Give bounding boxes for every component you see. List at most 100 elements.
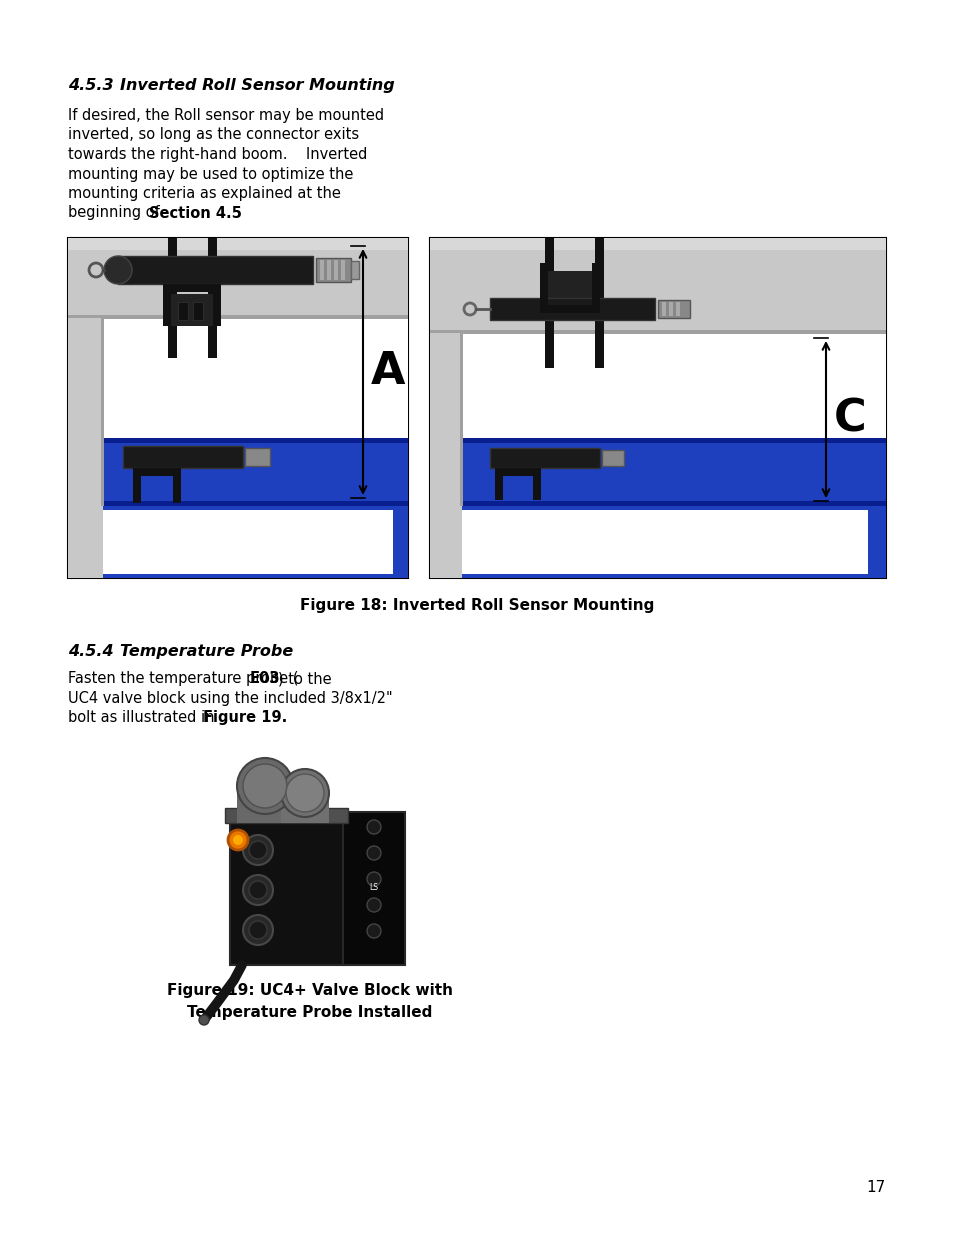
Bar [495,468,502,500]
Bar [132,468,181,475]
Circle shape [236,758,293,814]
Bar [430,438,885,506]
Bar [132,468,141,503]
Circle shape [286,774,324,811]
Text: Fasten the temperature probe (: Fasten the temperature probe ( [68,671,298,685]
Text: inverted, so long as the connector exits: inverted, so long as the connector exits [68,127,358,142]
Bar [343,811,405,965]
Bar [490,448,599,468]
Text: Figure 19: UC4+ Valve Block with: Figure 19: UC4+ Valve Block with [167,983,453,998]
Bar [118,256,313,284]
Text: 4.5.4: 4.5.4 [68,643,131,659]
Text: If desired, the Roll sensor may be mounted: If desired, the Roll sensor may be mount… [68,107,384,124]
Text: beginning of: beginning of [68,205,164,221]
Circle shape [249,921,267,939]
Bar [544,238,554,368]
Circle shape [367,820,380,834]
Bar [101,317,104,506]
Bar [495,468,540,475]
Bar [213,284,221,326]
Text: LS: LS [369,883,378,892]
Bar [225,808,348,823]
Circle shape [243,915,273,945]
Bar [68,238,408,249]
Bar [68,506,408,578]
Bar [459,333,462,506]
Circle shape [243,764,287,808]
Bar [430,238,885,249]
Text: C: C [833,398,866,441]
Bar [163,284,221,291]
Bar [68,317,408,438]
Bar [351,261,358,279]
Bar [539,305,599,312]
Bar [193,303,203,320]
Text: Figure 19.: Figure 19. [203,710,287,725]
Bar [490,298,655,320]
Bar [430,330,885,333]
Text: E03: E03 [250,671,280,685]
Bar [245,448,270,466]
Text: bolt as illustrated in: bolt as illustrated in [68,710,219,725]
Circle shape [243,835,273,864]
Circle shape [367,924,380,939]
Bar [539,263,547,312]
Bar [601,450,623,466]
Bar [68,438,408,506]
Bar [430,438,885,443]
Circle shape [249,841,267,860]
Circle shape [199,1015,209,1025]
Bar [533,468,540,500]
Circle shape [367,872,380,885]
Circle shape [281,769,329,818]
Circle shape [367,846,380,860]
Text: mounting criteria as explained at the: mounting criteria as explained at the [68,186,340,201]
Bar [430,238,885,333]
Bar [315,258,351,282]
Bar [208,238,216,358]
Bar [658,300,689,317]
Bar [319,261,324,280]
Text: Temperature Probe Installed: Temperature Probe Installed [187,1005,433,1020]
Bar [327,261,331,280]
Bar [68,238,408,578]
Bar [281,793,329,823]
Circle shape [233,835,243,845]
Circle shape [228,830,248,850]
Bar [236,785,293,823]
Bar [168,238,177,358]
Bar [172,468,181,503]
Bar [661,303,665,316]
Bar [668,303,672,316]
Bar [103,510,393,574]
Text: Figure 18: Inverted Roll Sensor Mounting: Figure 18: Inverted Roll Sensor Mounting [299,598,654,613]
Bar [430,238,885,578]
Text: towards the right-hand boom.    Inverted: towards the right-hand boom. Inverted [68,147,367,162]
Text: Temperature Probe: Temperature Probe [120,643,293,659]
Bar [430,501,885,506]
Circle shape [249,881,267,899]
Text: Inverted Roll Sensor Mounting: Inverted Roll Sensor Mounting [120,78,395,93]
Bar [595,238,603,368]
Text: UC4 valve block using the included 3/8x1/2": UC4 valve block using the included 3/8x1… [68,690,393,705]
Bar [430,506,885,578]
Bar [592,263,599,312]
Text: 17: 17 [866,1179,885,1195]
Polygon shape [547,270,592,305]
Text: Section 4.5: Section 4.5 [149,205,242,221]
Bar [459,510,867,574]
Bar [676,303,679,316]
Bar [230,820,345,965]
Bar [430,333,885,438]
Bar [163,284,171,326]
Bar [68,438,408,443]
Bar [178,303,188,320]
Bar [334,261,337,280]
Circle shape [243,876,273,905]
Text: A: A [371,351,405,394]
Text: mounting may be used to optimize the: mounting may be used to optimize the [68,167,353,182]
Polygon shape [171,294,213,326]
Circle shape [367,898,380,911]
Circle shape [104,256,132,284]
Bar [68,315,408,319]
